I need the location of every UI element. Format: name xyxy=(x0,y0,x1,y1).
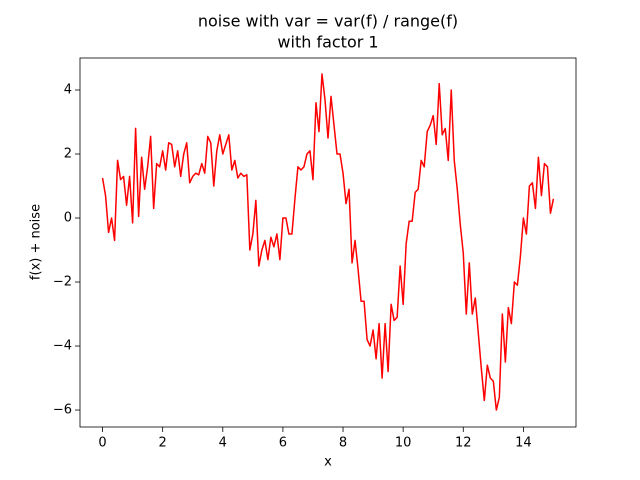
x-tick-label: 0 xyxy=(98,436,106,451)
y-tick-label: 0 xyxy=(64,211,72,226)
y-tick-label: 4 xyxy=(64,83,72,98)
chart-subtitle: with factor 1 xyxy=(277,33,378,52)
x-tick-label: 4 xyxy=(219,436,227,451)
axes-frame xyxy=(79,57,577,428)
x-axis-label: x xyxy=(324,455,332,470)
chart-title: noise with var = var(f) / range(f) xyxy=(198,12,458,31)
y-tick-label: −4 xyxy=(53,339,72,354)
x-tick-label: 12 xyxy=(455,436,472,451)
y-axis-label: f(x) + noise xyxy=(29,204,44,280)
x-tick-label: 10 xyxy=(395,436,412,451)
y-tick-label: −6 xyxy=(53,403,72,418)
x-tick-label: 8 xyxy=(339,436,347,451)
x-tick-label: 14 xyxy=(515,436,532,451)
y-tick-label: 2 xyxy=(64,147,72,162)
data-line xyxy=(101,73,555,411)
y-tick-label: −2 xyxy=(53,275,72,290)
x-tick-label: 6 xyxy=(279,436,287,451)
x-tick-label: 2 xyxy=(159,436,167,451)
